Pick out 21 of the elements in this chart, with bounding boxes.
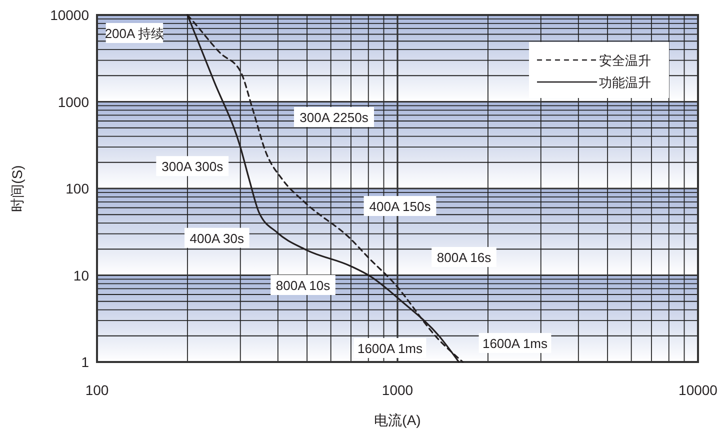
annotation: 400A 30s bbox=[190, 230, 245, 246]
annotation: 1600A 1ms bbox=[357, 341, 424, 356]
y-tick-label: 100 bbox=[66, 180, 90, 196]
annotation: 1600A 1ms bbox=[482, 336, 548, 351]
annotation: 400A 150s bbox=[369, 199, 432, 214]
annotation: 800A 10s bbox=[276, 278, 331, 293]
annotation: 300A 300s bbox=[162, 159, 224, 174]
x-tick-label: 10000 bbox=[678, 382, 718, 398]
y-tick-label: 10 bbox=[73, 267, 90, 284]
annotation: 200A 持续 bbox=[104, 26, 164, 41]
annotation: 800A 16s bbox=[436, 250, 492, 265]
annotation: 300A 2250s bbox=[300, 110, 369, 125]
x-tick-label: 100 bbox=[85, 382, 109, 398]
legend-label: 安全温升 bbox=[599, 53, 651, 68]
legend-label: 功能温升 bbox=[599, 75, 651, 90]
x-tick-label: 1000 bbox=[382, 382, 414, 398]
x-axis-title: 电流(A) bbox=[374, 412, 421, 428]
y-tick-label: 10000 bbox=[50, 7, 90, 23]
y-axis-title: 时间(S) bbox=[9, 165, 25, 212]
y-tick-label: 1000 bbox=[58, 94, 90, 110]
y-tick-label: 1 bbox=[81, 354, 90, 370]
